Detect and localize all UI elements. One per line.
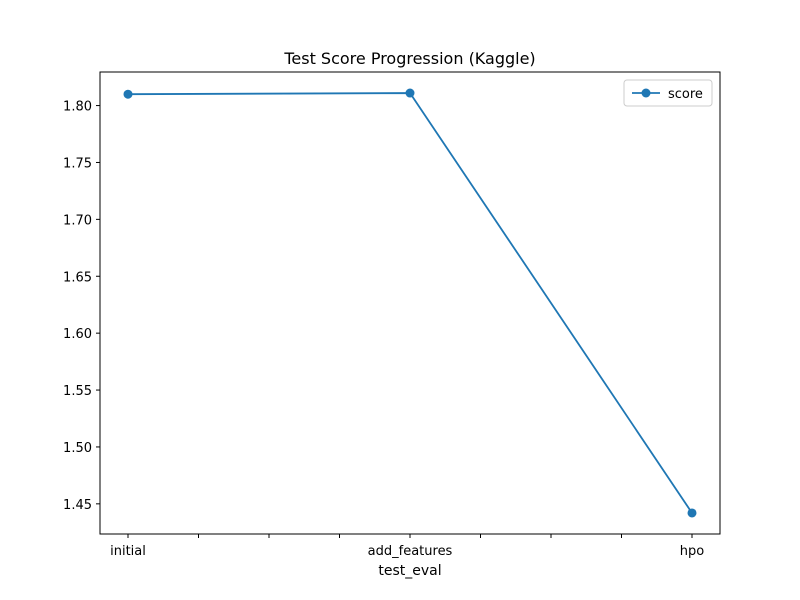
x-tick-label: hpo <box>680 544 704 559</box>
y-tick-label: 1.45 <box>63 498 92 513</box>
data-point <box>123 89 133 99</box>
y-tick-label: 1.65 <box>63 270 92 285</box>
legend-label: score <box>668 87 703 102</box>
legend: score <box>623 79 713 107</box>
y-tick-label: 1.60 <box>63 327 92 342</box>
y-tick-label: 1.50 <box>63 441 92 456</box>
data-point <box>687 508 697 518</box>
x-axis-label: test_eval <box>378 563 441 579</box>
x-tick-label: initial <box>110 544 146 559</box>
x-tick-label: add_features <box>368 544 453 559</box>
y-tick-label: 1.80 <box>63 100 92 115</box>
legend-frame <box>623 79 713 107</box>
axes-frame <box>99 71 721 535</box>
legend-marker <box>641 88 651 98</box>
plot-area: 1.45 1.50 1.55 1.60 1.65 1.70 1.75 1.80 initial a… <box>63 71 721 559</box>
y-tick-label: 1.55 <box>63 384 92 399</box>
chart-title: Test Score Progression (Kaggle) <box>283 49 535 68</box>
y-tick-label: 1.70 <box>63 213 92 228</box>
data-point <box>405 88 415 98</box>
y-tick-label: 1.75 <box>63 156 92 171</box>
